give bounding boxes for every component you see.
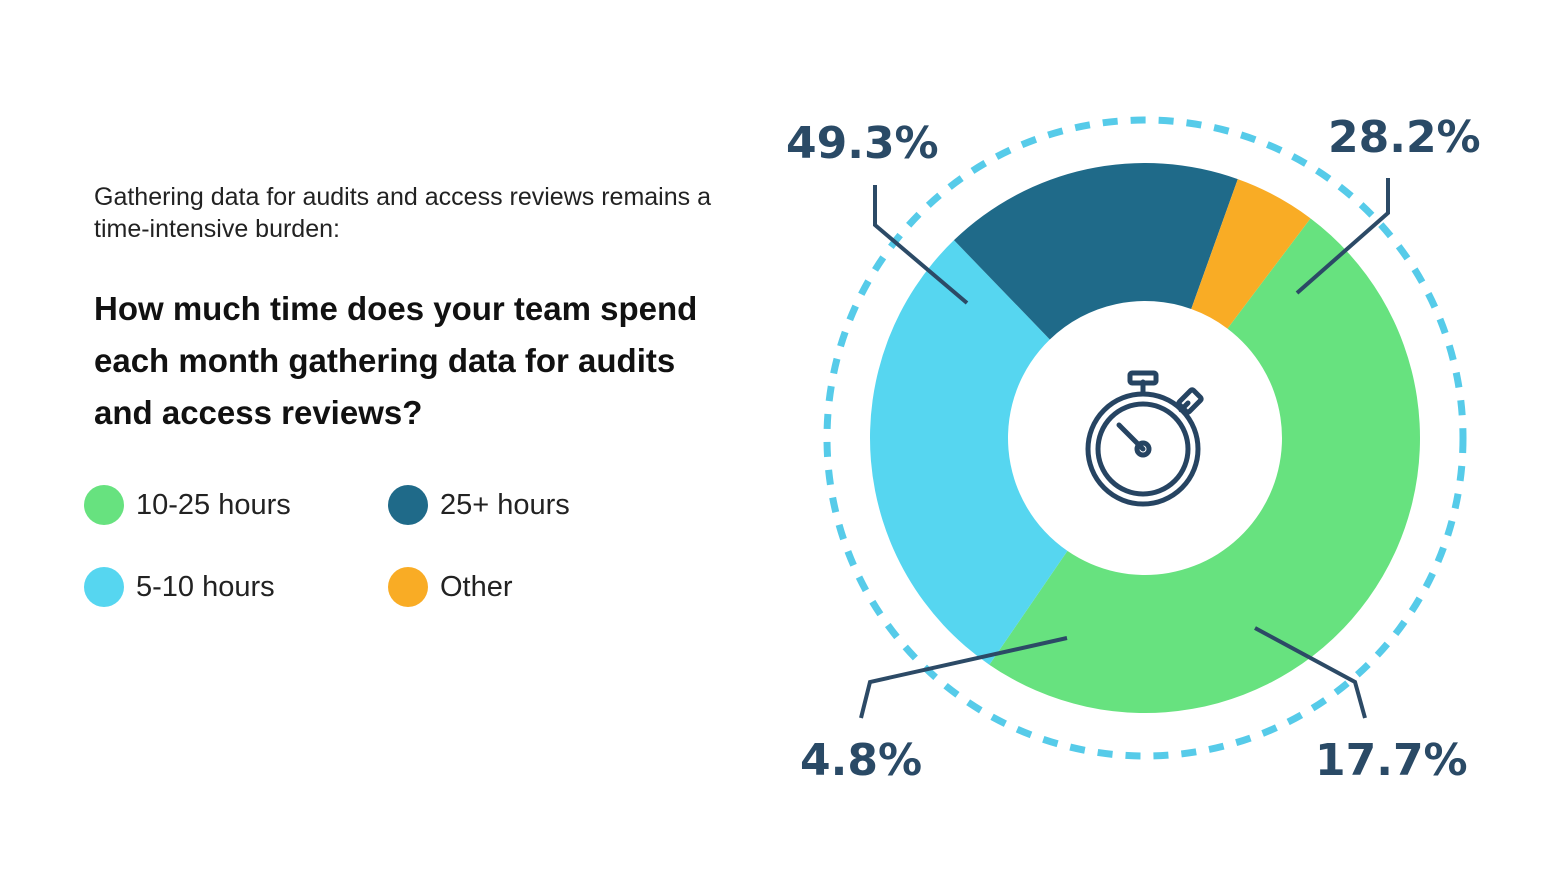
- legend-swatch-10-25-hours: [84, 485, 124, 525]
- data-label-other: 4.8%: [800, 735, 922, 786]
- dashed-ring: [823, 116, 1467, 760]
- legend-swatch-other: [388, 567, 428, 607]
- slice-10-25-hours: [989, 218, 1421, 714]
- leader-line-10-25-hours: [873, 185, 969, 305]
- legend-item-5-10-hours: 5-10 hours: [84, 565, 275, 609]
- legend-item-10-25-hours: 10-25 hours: [84, 483, 291, 527]
- slice-other: [1191, 179, 1311, 329]
- legend-swatch-5-10-hours: [84, 567, 124, 607]
- leader-line-25-hours: [1254, 626, 1367, 719]
- legend-label-25-plus-hours: 25+ hours: [440, 488, 570, 521]
- leader-line-5-10-hours: [1295, 178, 1390, 295]
- legend-item-25-plus-hours: 25+ hours: [388, 483, 570, 527]
- data-label-25-hours: 17.7%: [1315, 735, 1468, 786]
- intro-text: Gathering data for audits and access rev…: [94, 183, 711, 243]
- donut-chart: 49.3% 28.2% 17.7% 4.8%: [786, 112, 1481, 786]
- data-label-10-25-hours: 49.3%: [786, 118, 939, 169]
- survey-question: How much time does your team spend each …: [94, 290, 698, 431]
- stopwatch-icon: [1085, 370, 1204, 507]
- legend-swatch-25-plus-hours: [388, 485, 428, 525]
- legend-label-5-10-hours: 5-10 hours: [136, 570, 275, 603]
- legend-label-10-25-hours: 10-25 hours: [136, 488, 291, 521]
- legend-label-other: Other: [440, 570, 513, 603]
- slice-25-hours: [953, 163, 1238, 340]
- legend-item-other: Other: [388, 565, 513, 609]
- leader-line-other: [859, 636, 1068, 719]
- slice-5-10-hours: [869, 240, 1068, 665]
- chart-legend: 10-25 hours 25+ hours 5-10 hours Other: [84, 483, 644, 623]
- data-labels: 49.3% 28.2% 17.7% 4.8%: [786, 112, 1481, 786]
- leader-lines: [859, 178, 1390, 719]
- donut-slices: [869, 163, 1421, 714]
- data-label-5-10-hours: 28.2%: [1328, 112, 1481, 163]
